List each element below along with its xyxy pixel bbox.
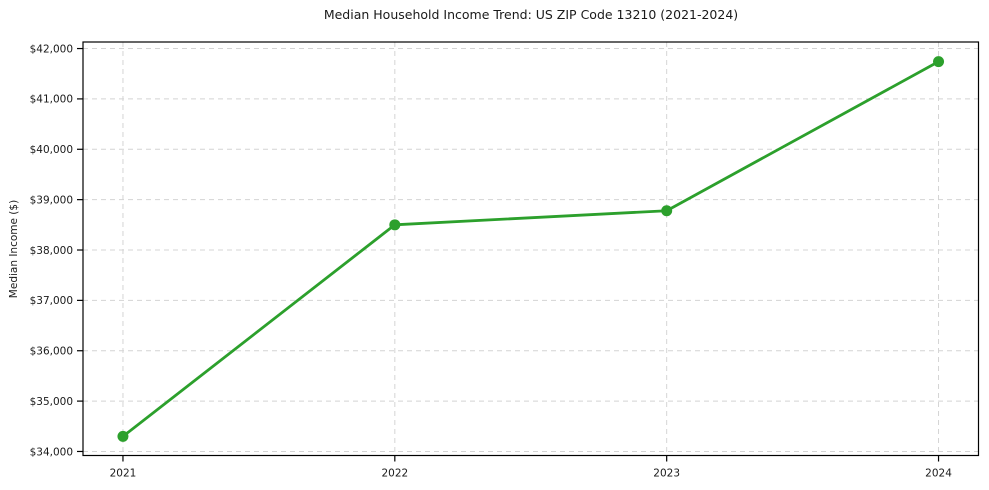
y-tick-label: $42,000 (30, 43, 73, 55)
y-tick-label: $34,000 (30, 446, 73, 458)
data-point-2021 (117, 430, 129, 442)
x-tick-label: 2022 (381, 468, 408, 480)
x-tick-label: 2023 (653, 468, 680, 480)
y-tick-label: $36,000 (30, 346, 73, 358)
plot-border (82, 41, 980, 457)
x-tick-label: 2024 (925, 468, 952, 480)
y-tick-label: $38,000 (30, 245, 73, 257)
data-point-2022 (389, 219, 401, 231)
y-tick-label: $35,000 (30, 396, 73, 408)
y-tick-label: $40,000 (30, 144, 73, 156)
y-tick-label: $41,000 (30, 94, 73, 106)
chart-title: Median Household Income Trend: US ZIP Co… (323, 7, 739, 22)
income-trend-line (121, 60, 940, 438)
x-tick-label: 2021 (110, 468, 137, 480)
data-point-2023 (661, 205, 673, 217)
data-point-2024 (933, 56, 945, 68)
y-tick-label: $39,000 (30, 194, 73, 206)
y-tick-label: $37,000 (30, 295, 73, 307)
